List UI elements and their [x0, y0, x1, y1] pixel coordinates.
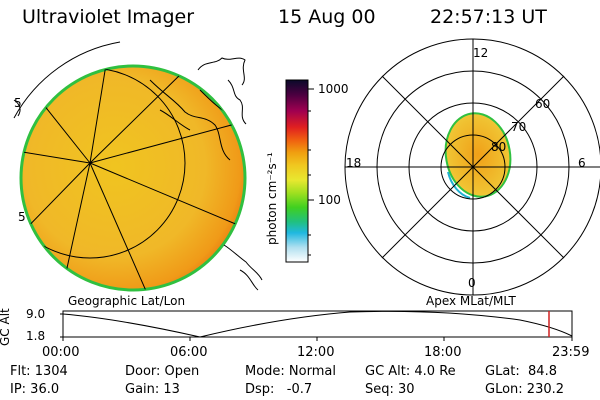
status-glon: GLon: 230.2 [485, 382, 565, 397]
mlt-label-12: 12 [473, 46, 489, 60]
mlt-label-6: 6 [578, 156, 586, 170]
time-label: 22:57:13 UT [430, 6, 547, 28]
colorbar-unit-label: photon cm⁻²s⁻¹ [265, 152, 279, 245]
timeline-tick-2359: 23:59 [552, 345, 590, 360]
status-glat: GLat: 84.8 [485, 364, 557, 379]
mlat-label-80: 80 [491, 140, 507, 154]
apex-panel-label: Apex MLat/MLT [426, 294, 516, 308]
mlt-label-18: 18 [346, 156, 362, 170]
date-label: 15 Aug 00 [278, 6, 376, 28]
mlt-label-0: 0 [468, 276, 476, 290]
status-door: Door: Open [125, 364, 200, 379]
timeline-ytop: 9.0 [26, 307, 46, 321]
status-ip: IP: 36.0 [10, 382, 60, 397]
mlat-label-70: 70 [511, 120, 527, 134]
timeline-tick-1800: 18:00 [424, 345, 462, 360]
timeline-tick-1200: 12:00 [297, 345, 335, 360]
altitude-timeline [60, 310, 573, 341]
colorbar-tick-100: 100 [318, 193, 341, 207]
globe-edge-label-left: 5 [14, 96, 22, 110]
mlat-label-60: 60 [535, 97, 551, 111]
geographic-globe [13, 41, 263, 292]
timeline-tick-0600: 06:00 [170, 345, 208, 360]
colorbar-tick-1000: 1000 [318, 82, 349, 96]
status-mode: Mode: Normal [245, 364, 336, 379]
instrument-title: Ultraviolet Imager [22, 6, 195, 28]
status-flt: Flt: 1304 [10, 364, 68, 379]
timeline-ybottom: 1.8 [26, 329, 46, 343]
globe-edge-label-bottom-left: 5 [18, 210, 26, 224]
colorbar [285, 79, 314, 263]
apex-polar-plot [344, 38, 600, 296]
status-gc-alt: GC Alt: 4.0 Re [365, 364, 456, 379]
status-dsp: Dsp: -0.7 [245, 382, 313, 397]
status-gain: Gain: 13 [125, 382, 180, 397]
geographic-panel-label: Geographic Lat/Lon [68, 294, 186, 308]
timeline-tick-0000: 00:00 [42, 345, 80, 360]
status-seq: Seq: 30 [365, 382, 415, 397]
timeline-axis-label: GC Alt [0, 308, 12, 346]
